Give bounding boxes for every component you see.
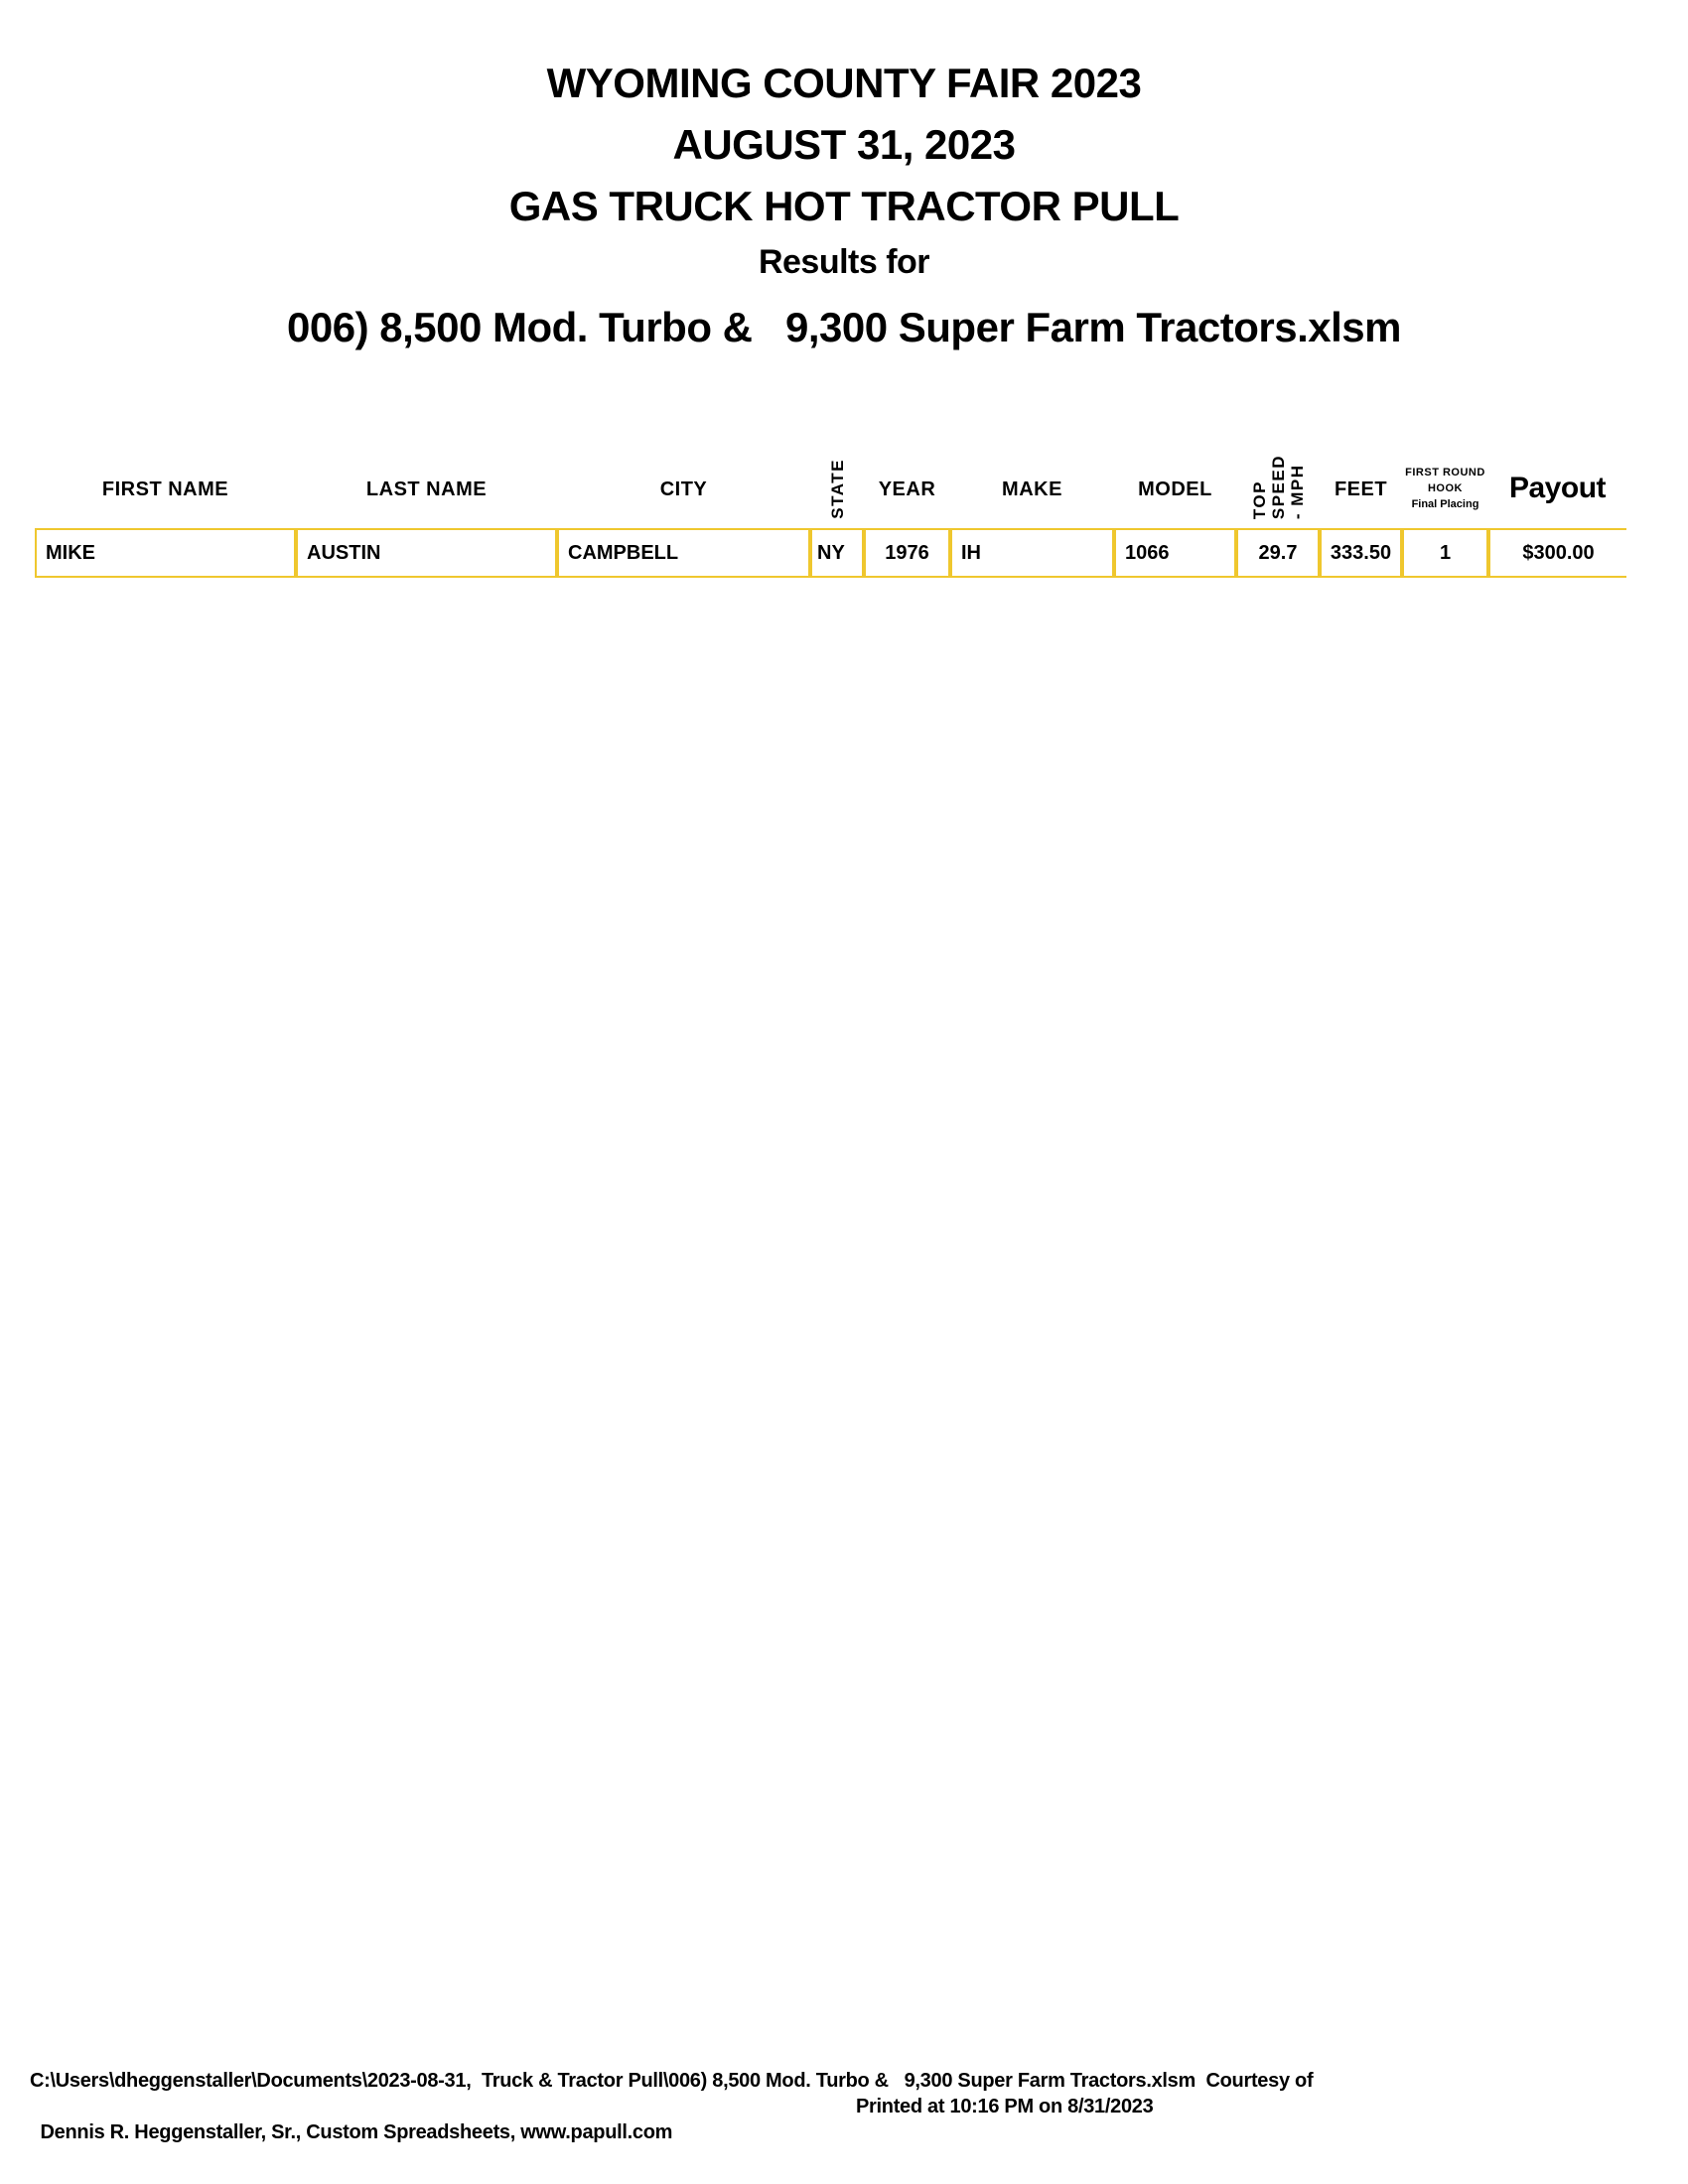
table-row: MIKE AUSTIN CAMPBELL NY 1976 IH 1066 29.… — [35, 528, 1626, 578]
cell-model: 1066 — [1114, 528, 1236, 578]
header-payout-label: Payout — [1508, 472, 1607, 504]
cell-hook: 1 — [1402, 528, 1488, 578]
header-make: MAKE — [950, 427, 1114, 528]
header-city-label: CITY — [659, 478, 708, 500]
header-state-label: STATE — [827, 459, 847, 519]
top-speed-word-3: - MPH — [1287, 464, 1307, 519]
cell-top-speed: 29.7 — [1236, 528, 1320, 578]
hook-line-1: FIRST ROUND — [1405, 467, 1485, 478]
top-speed-word-1: TOP — [1249, 479, 1269, 519]
top-speed-word-2: SPEED — [1268, 454, 1288, 519]
event-date: AUGUST 31, 2023 — [672, 121, 1017, 168]
cell-state: NY — [810, 528, 864, 578]
header-model: MODEL — [1114, 427, 1236, 528]
results-table: FIRST NAME LAST NAME CITY STATE YEAR MAK… — [35, 427, 1626, 578]
header-top-speed: TOP SPEED - MPH — [1236, 427, 1320, 528]
cell-feet: 333.50 — [1320, 528, 1402, 578]
header-feet-label: FEET — [1334, 478, 1388, 500]
hook-line-3: Final Placing — [1411, 498, 1479, 510]
header-first-name-label: FIRST NAME — [101, 478, 229, 500]
footer-credit-line: Dennis R. Heggenstaller, Sr., Custom Spr… — [30, 2094, 1678, 2171]
header-first-round-hook: FIRST ROUND HOOK Final Placing — [1402, 427, 1488, 528]
header-first-name: FIRST NAME — [35, 427, 296, 528]
header-city: CITY — [557, 427, 810, 528]
event-class-title: GAS TRUCK HOT TRACTOR PULL — [508, 183, 1180, 229]
header-feet: FEET — [1320, 427, 1402, 528]
cell-make: IH — [950, 528, 1114, 578]
header-last-name: LAST NAME — [296, 427, 557, 528]
results-filename: 006) 8,500 Mod. Turbo & 9,300 Super Farm… — [287, 304, 1401, 350]
event-title: WYOMING COUNTY FAIR 2023 — [546, 60, 1142, 106]
cell-last-name: AUSTIN — [296, 528, 557, 578]
header-make-label: MAKE — [1002, 478, 1062, 500]
hook-line-2: HOOK — [1427, 482, 1463, 494]
table-header-row: FIRST NAME LAST NAME CITY STATE YEAR MAK… — [35, 427, 1626, 528]
header-model-label: MODEL — [1138, 478, 1212, 500]
results-for-label: Results for — [758, 243, 930, 281]
header-top-speed-label: TOP SPEED - MPH — [1250, 455, 1307, 519]
footer-printed-at: Printed at 10:16 PM on 8/31/2023 — [856, 2096, 1154, 2117]
header-state: STATE — [810, 427, 864, 528]
header-year-label: YEAR — [878, 478, 936, 500]
cell-year: 1976 — [864, 528, 950, 578]
cell-payout: $300.00 — [1488, 528, 1626, 578]
footer-author: Dennis R. Heggenstaller, Sr., Custom Spr… — [40, 2121, 673, 2143]
header-last-name-label: LAST NAME — [365, 478, 488, 500]
header-payout: Payout — [1488, 427, 1626, 528]
cell-first-name: MIKE — [35, 528, 296, 578]
header-hook-label: FIRST ROUND HOOK Final Placing — [1405, 465, 1485, 512]
header-year: YEAR — [864, 427, 950, 528]
cell-city: CAMPBELL — [557, 528, 810, 578]
footer-file-path: C:\Users\dheggenstaller\Documents\2023-0… — [30, 2070, 1314, 2092]
